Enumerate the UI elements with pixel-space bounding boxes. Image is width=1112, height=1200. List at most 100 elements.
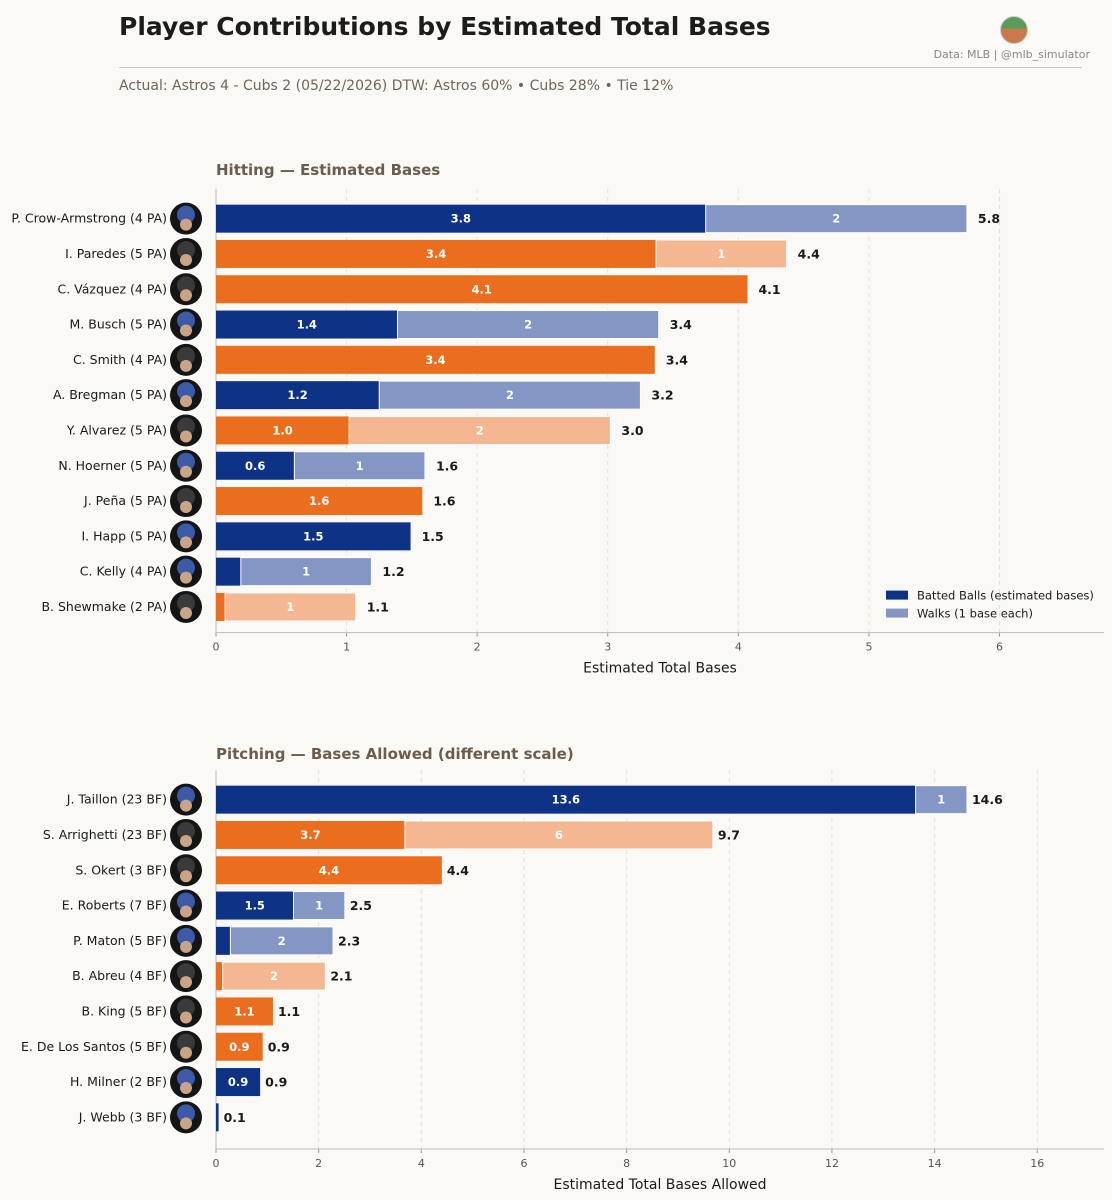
x-tick-label: 6: [996, 641, 1003, 654]
batted-bar: [216, 891, 294, 920]
player-face-icon: [180, 1082, 192, 1095]
batted-bar: [216, 785, 916, 814]
total-value-label: 14.6: [972, 792, 1003, 807]
walks-value-label: 2: [524, 318, 532, 332]
player-face-icon: [180, 501, 192, 514]
legend-label-walks: Walks (1 base each): [917, 607, 1033, 621]
player-face-icon: [180, 976, 192, 989]
panel-title: Hitting — Estimated Bases: [216, 161, 440, 179]
player-cap-icon: [177, 786, 195, 805]
total-value-label: 2.1: [330, 969, 352, 984]
batted-bar: [216, 275, 748, 304]
walks-value-label: 1: [717, 247, 725, 261]
total-value-label: 5.8: [978, 211, 1000, 226]
walks-value-label: 1: [315, 899, 323, 913]
x-tick-label: 0: [213, 1157, 220, 1170]
walks-value-label: 2: [832, 212, 840, 226]
batted-value-label: 1.0: [272, 423, 292, 437]
player-label: I. Paredes (5 PA): [65, 246, 167, 261]
walks-value-label: 2: [506, 388, 514, 402]
walks-bar: [224, 592, 357, 622]
panel-title: Pitching — Bases Allowed (different scal…: [216, 745, 574, 763]
batted-bar: [216, 451, 295, 480]
player-label: C. Smith (4 PA): [73, 352, 167, 367]
pitching-chart: Pitching — Bases Allowed (different scal…: [21, 745, 1104, 1193]
walks-value-label: 2: [476, 423, 484, 437]
player-label: B. Abreu (4 BF): [72, 968, 167, 983]
total-value-label: 1.2: [382, 564, 404, 579]
player-face-icon: [180, 606, 192, 619]
batted-value-label: 1.1: [234, 1004, 254, 1018]
player-label: E. De Los Santos (5 BF): [21, 1039, 167, 1054]
total-value-label: 4.4: [798, 246, 820, 261]
walks-value-label: 1: [937, 793, 945, 807]
x-tick-label: 8: [623, 1157, 630, 1170]
batted-value-label: 3.4: [426, 247, 446, 261]
player-face-icon: [180, 571, 192, 584]
batted-value-label: 3.7: [300, 828, 320, 842]
batted-bar: [216, 381, 380, 410]
player-face-icon: [180, 905, 192, 918]
player-face-icon: [180, 289, 192, 302]
player-cap-icon: [177, 821, 195, 840]
player-label: N. Hoerner (5 PA): [58, 458, 167, 473]
player-face-icon: [180, 870, 192, 883]
x-tick-label: 3: [604, 641, 611, 654]
player-face-icon: [180, 465, 192, 478]
walks-value-label: 1: [356, 459, 364, 473]
total-value-label: 9.7: [718, 827, 740, 842]
x-tick-label: 16: [1030, 1157, 1044, 1170]
total-value-label: 0.1: [224, 1110, 246, 1125]
batted-value-label: 1.6: [309, 494, 329, 508]
batted-bar: [216, 1103, 219, 1132]
player-face-icon: [180, 834, 192, 847]
player-label: P. Crow-Armstrong (4 PA): [11, 211, 167, 226]
x-axis-title: Estimated Total Bases Allowed: [553, 1177, 766, 1193]
legend-swatch-walks: [886, 608, 908, 618]
player-face-icon: [180, 395, 192, 408]
total-value-label: 1.1: [278, 1004, 300, 1019]
walks-value-label: 6: [555, 828, 563, 842]
total-value-label: 0.9: [265, 1075, 287, 1090]
walks-bar: [348, 415, 611, 445]
total-value-label: 3.2: [651, 388, 673, 403]
player-face-icon: [180, 1117, 192, 1130]
walks-value-label: 1: [302, 565, 310, 579]
logo-icon: [1000, 16, 1028, 44]
batted-value-label: 1.4: [297, 318, 317, 332]
player-label: S. Arrighetti (23 BF): [43, 827, 167, 842]
walks-bar: [655, 239, 788, 269]
walks-value-label: 2: [270, 969, 278, 983]
player-cap-icon: [177, 346, 195, 365]
player-cap-icon: [177, 205, 195, 224]
x-tick-label: 2: [474, 641, 481, 654]
player-label: I. Happ (5 PA): [81, 528, 167, 543]
total-value-label: 2.5: [350, 898, 372, 913]
total-value-label: 1.6: [436, 458, 458, 473]
player-cap-icon: [177, 523, 195, 542]
x-tick-label: 5: [865, 641, 872, 654]
legend-swatch-batted: [886, 590, 908, 600]
batted-value-label: 0.9: [229, 1040, 249, 1054]
batted-bar: [216, 1032, 263, 1061]
player-face-icon: [180, 253, 192, 266]
player-cap-icon: [177, 452, 195, 471]
batted-value-label: 4.4: [319, 863, 339, 877]
walks-bar: [222, 961, 326, 991]
total-value-label: 0.9: [268, 1039, 290, 1054]
walks-bar: [229, 926, 334, 956]
total-value-label: 3.4: [670, 317, 692, 332]
total-value-label: 4.4: [447, 863, 469, 878]
batted-value-label: 3.4: [425, 353, 445, 367]
total-value-label: 4.1: [758, 282, 780, 297]
chart-title: Player Contributions by Estimated Total …: [119, 12, 771, 41]
player-label: E. Roberts (7 BF): [62, 898, 167, 913]
batted-value-label: 1.5: [245, 899, 265, 913]
walks-bar: [404, 820, 714, 850]
player-label: P. Maton (5 BF): [73, 933, 167, 948]
total-value-label: 3.0: [621, 423, 643, 438]
player-cap-icon: [177, 276, 195, 295]
player-face-icon: [180, 324, 192, 337]
hitting-chart: Hitting — Estimated Bases 0 1 2 3 4 5 6 Estimate…: [11, 161, 1104, 677]
total-value-label: 1.1: [367, 599, 389, 614]
